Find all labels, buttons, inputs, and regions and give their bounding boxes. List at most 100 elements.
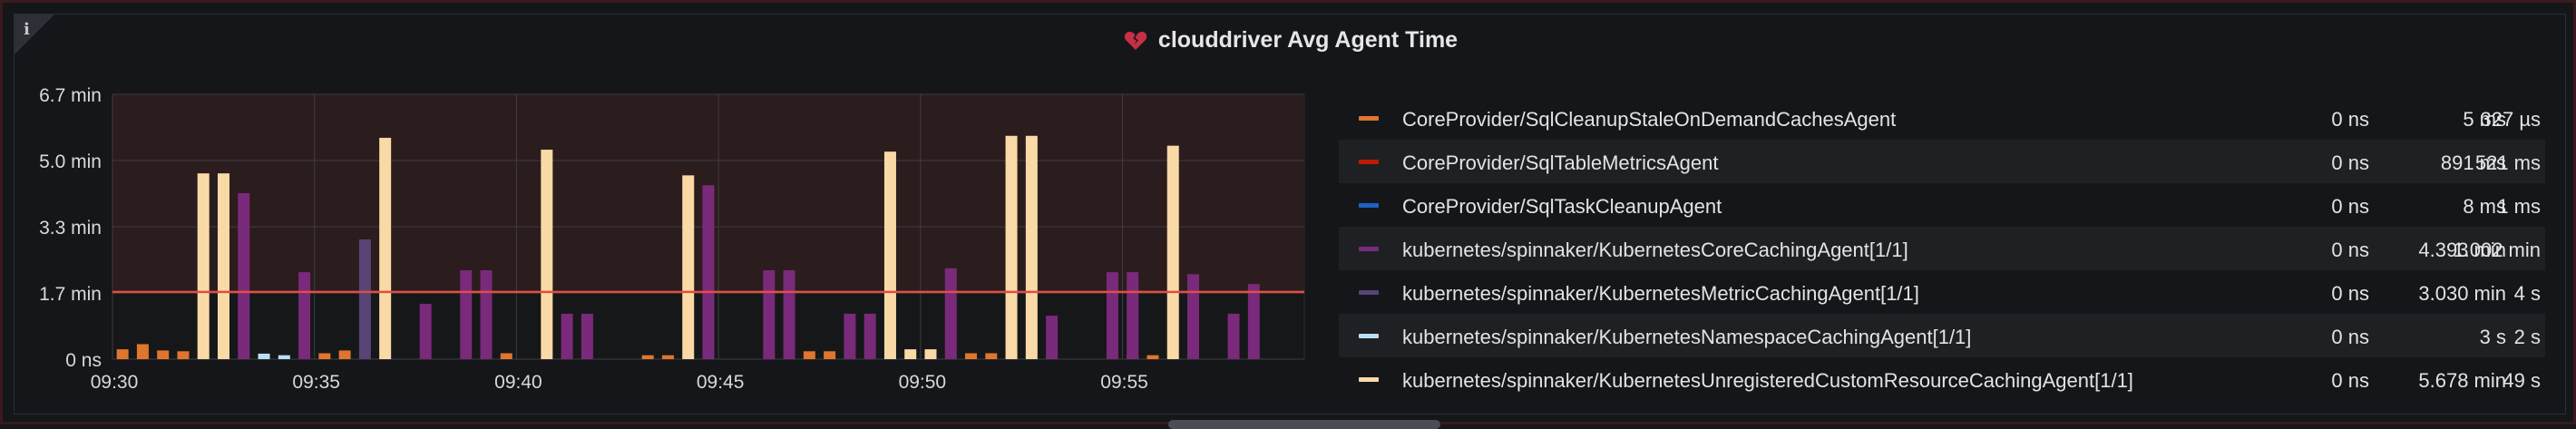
bar: [500, 353, 512, 359]
bar: [419, 303, 432, 359]
bar: [581, 313, 593, 359]
bar: [944, 268, 957, 359]
legend-min-value: 0 ns: [2331, 108, 2369, 131]
legend-series-name[interactable]: CoreProvider/SqlTaskCleanupAgent: [1402, 195, 1722, 218]
bar: [197, 173, 210, 359]
panel-title-wrap[interactable]: clouddriver Avg Agent Time: [15, 27, 2567, 54]
legend-avg-value: 49 s: [2503, 369, 2541, 392]
legend-max-value: 891 ms: [2440, 151, 2506, 174]
legend-max-value: 3 s: [2479, 326, 2506, 348]
x-tick-label: 09:30: [91, 372, 139, 393]
bar: [763, 269, 776, 359]
bar: [702, 185, 715, 359]
legend-series-name[interactable]: CoreProvider/SqlCleanupStaleOnDemandCach…: [1402, 108, 1897, 131]
legend-series-name[interactable]: kubernetes/spinnaker/KubernetesMetricCac…: [1402, 282, 1919, 305]
bar: [379, 137, 392, 359]
bar: [338, 350, 351, 359]
bar: [358, 239, 371, 359]
legend-avg-value: 1.002 min: [2453, 239, 2541, 261]
bar: [157, 350, 170, 359]
bar: [278, 355, 290, 359]
legend-row[interactable]: CoreProvider/SqlTableMetricsAgent 0 ns 891…: [1339, 140, 2545, 183]
legend-row[interactable]: CoreProvider/SqlTaskCleanupAgent 0 ns 8 ms…: [1339, 183, 2545, 227]
legend-avg-value: 2 s: [2513, 326, 2541, 348]
x-tick-label: 09:35: [292, 372, 340, 393]
legend-swatch: [1359, 247, 1379, 251]
bar: [965, 353, 978, 359]
legend-series-name[interactable]: CoreProvider/SqlTableMetricsAgent: [1402, 151, 1719, 174]
y-tick-label: 5.0 min: [39, 151, 102, 172]
bar: [298, 272, 311, 359]
bar: [136, 344, 149, 359]
y-tick-label: 3.3 min: [39, 218, 102, 239]
bar: [1106, 272, 1118, 359]
x-tick-label: 09:45: [697, 372, 745, 393]
legend-series-name[interactable]: kubernetes/spinnaker/KubernetesCoreCachi…: [1402, 239, 1908, 261]
legend-row[interactable]: kubernetes/spinnaker/KubernetesNamespace…: [1339, 314, 2545, 357]
legend-max-value: 5.678 min: [2418, 369, 2506, 392]
bar: [217, 173, 229, 359]
panel-info-corner[interactable]: [15, 15, 54, 54]
x-tick-label: 09:40: [494, 372, 542, 393]
legend-swatch: [1359, 290, 1379, 295]
legend-row[interactable]: kubernetes/spinnaker/KubernetesCoreCachi…: [1339, 227, 2545, 270]
bar: [318, 353, 331, 359]
legend-swatch: [1359, 203, 1379, 208]
bar: [864, 313, 876, 359]
bar: [1187, 274, 1200, 359]
bar: [904, 349, 917, 359]
bar: [844, 313, 856, 359]
bar: [1025, 135, 1038, 359]
broken-heart-icon: [1124, 31, 1147, 50]
x-tick-label: 09:50: [899, 372, 947, 393]
legend-min-value: 0 ns: [2331, 326, 2369, 348]
legend-min-value: 0 ns: [2331, 151, 2369, 174]
legend-avg-value: 521 ms: [2474, 151, 2541, 174]
legend-swatch: [1359, 116, 1379, 121]
legend-max-value: 3.030 min: [2418, 282, 2506, 305]
legend-row[interactable]: CoreProvider/SqlCleanupStaleOnDemandCach…: [1339, 96, 2545, 140]
bar: [1147, 355, 1159, 359]
legend-series-name[interactable]: kubernetes/spinnaker/KubernetesNamespace…: [1402, 326, 1972, 348]
info-icon[interactable]: i: [24, 20, 30, 39]
bar: [116, 349, 129, 359]
legend-swatch: [1359, 334, 1379, 338]
bar: [985, 353, 998, 359]
legend-avg-value: 327 µs: [2480, 108, 2542, 131]
legend-swatch: [1359, 377, 1379, 382]
legend-row[interactable]: kubernetes/spinnaker/KubernetesMetricCac…: [1339, 270, 2545, 314]
bar: [460, 269, 473, 359]
legend-min-value: 0 ns: [2331, 195, 2369, 218]
bar: [803, 351, 815, 359]
bar: [177, 351, 190, 359]
y-tick-label: 6.7 min: [39, 85, 102, 106]
legend-swatch: [1359, 160, 1379, 164]
bar: [1227, 313, 1240, 359]
bar: [661, 355, 674, 359]
legend-series-name[interactable]: kubernetes/spinnaker/KubernetesUnregiste…: [1402, 369, 2133, 392]
legend-avg-value: 4 s: [2513, 282, 2541, 305]
legend-min-value: 0 ns: [2331, 239, 2369, 261]
graph-panel: i clouddriver Avg Agent Time 0 ns 1.7 min…: [14, 14, 2567, 429]
bar: [561, 313, 573, 359]
bar: [682, 175, 695, 359]
bar: [1127, 272, 1139, 359]
x-tick-label: 09:55: [1100, 372, 1148, 393]
bar: [824, 351, 836, 359]
y-tick-label: 1.7 min: [39, 284, 102, 305]
bar: [258, 353, 270, 359]
bar-chart: 0 ns 1.7 min 3.3 min 5.0 min 6.7 min 09:30 09:…: [39, 85, 1305, 393]
bar: [783, 269, 795, 359]
y-tick-label: 0 ns: [65, 350, 102, 371]
legend-min-value: 0 ns: [2331, 282, 2369, 305]
bar: [238, 192, 250, 359]
legend-row[interactable]: kubernetes/spinnaker/KubernetesUnregiste…: [1339, 357, 2545, 401]
legend-min-value: 0 ns: [2331, 369, 2369, 392]
bar: [1046, 316, 1059, 359]
legend-max-value: 5 ms: [2463, 108, 2506, 131]
bar: [924, 349, 937, 359]
bar: [641, 355, 654, 359]
legend-max-value: 4.393 min: [2418, 239, 2506, 261]
horizontal-scrollbar[interactable]: [1168, 420, 1440, 429]
bar: [883, 151, 896, 359]
